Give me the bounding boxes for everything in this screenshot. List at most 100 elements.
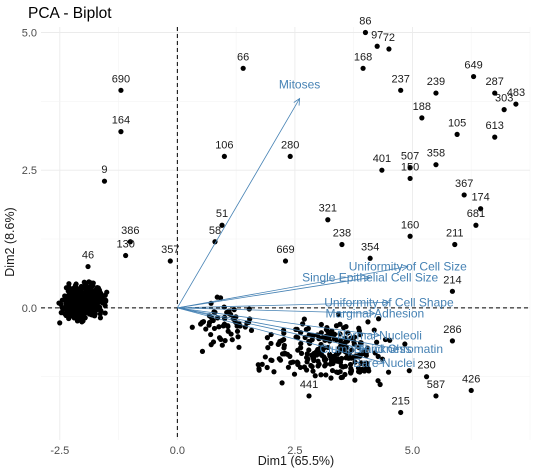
cloud-point — [265, 345, 271, 351]
observation-point — [167, 258, 173, 264]
cloud-point — [338, 374, 344, 381]
observation-label: 214 — [443, 274, 461, 286]
observation-label: 51 — [216, 208, 228, 220]
observation-point — [492, 90, 498, 96]
observation-label: 354 — [361, 241, 379, 253]
cloud-point — [222, 338, 228, 344]
cloud-point — [364, 365, 370, 371]
cloud-point — [337, 359, 343, 365]
observation-label: 46 — [82, 250, 94, 262]
observation-point — [379, 167, 385, 173]
variable-arrowhead — [400, 264, 409, 271]
variable-label: Bland Chromatin — [354, 342, 443, 356]
cloud-point — [255, 362, 261, 368]
variable-label: Uniformity of Cell Shape — [324, 295, 454, 309]
cloud-point — [102, 310, 108, 316]
observation-label: 321 — [319, 203, 337, 215]
cloud-point — [58, 301, 64, 307]
cloud-point — [78, 312, 85, 318]
cloud-point — [66, 315, 72, 322]
cloud-point — [352, 359, 358, 365]
observation-point — [398, 87, 404, 93]
cloud-point — [275, 341, 281, 348]
observation-label: 164 — [112, 115, 130, 127]
observation-point — [433, 90, 439, 96]
cloud-point — [385, 369, 392, 375]
observation-label: 72 — [383, 32, 395, 44]
observation-label: 188 — [413, 101, 431, 113]
cloud-point — [214, 294, 220, 300]
variable-arrow — [177, 98, 300, 309]
cloud-point — [79, 316, 85, 322]
cloud-point — [295, 335, 301, 341]
cloud-point — [236, 344, 242, 350]
variable-label: Clump Thickness — [320, 342, 412, 356]
variable-label: Marginal Adhesion — [325, 306, 424, 320]
observation-point — [470, 73, 477, 80]
cloud-point — [95, 294, 102, 300]
cloud-point — [82, 301, 88, 307]
variable-label: Normal Nucleoli — [337, 328, 422, 342]
variable-label: Single Epithelial Cell Size — [302, 271, 438, 285]
cloud-point — [402, 341, 408, 347]
cloud-point — [69, 292, 75, 298]
observation-label: 97 — [371, 29, 383, 41]
cloud-point — [88, 280, 94, 286]
variable-arrowhead — [382, 299, 390, 306]
cloud-point — [210, 317, 216, 324]
observation-label: 287 — [486, 76, 504, 88]
cloud-point — [208, 331, 214, 338]
cloud-point — [365, 319, 371, 325]
variable-label: Mitoses — [279, 78, 320, 92]
cloud-point — [328, 375, 334, 381]
cloud-point — [271, 369, 277, 375]
observation-point — [240, 65, 246, 71]
cloud-point — [95, 289, 101, 295]
cloud-point — [268, 340, 274, 347]
cloud-point — [210, 339, 217, 345]
cloud-point — [303, 367, 310, 373]
cloud-point — [374, 339, 380, 345]
observation-label: 239 — [427, 76, 445, 88]
variable-arrow — [177, 307, 385, 364]
cloud-point — [372, 350, 378, 356]
cloud-point — [301, 316, 307, 322]
chart-title: PCA - Biplot — [28, 5, 112, 22]
observation-label: 649 — [464, 60, 482, 72]
observation-point — [386, 46, 392, 52]
observation-point — [219, 222, 225, 228]
cloud-point — [228, 331, 234, 337]
observation-point — [423, 374, 430, 380]
cloud-point — [82, 294, 89, 300]
cloud-point — [279, 380, 285, 386]
cloud-point — [225, 323, 231, 330]
cloud-point — [318, 321, 324, 328]
cloud-point — [309, 337, 315, 343]
cloud-point — [337, 331, 343, 337]
observation-label: 280 — [281, 139, 299, 151]
cloud-point — [216, 324, 222, 330]
cloud-point — [228, 311, 234, 318]
cloud-point — [65, 293, 71, 299]
cloud-point — [323, 361, 329, 367]
observation-label: 507 — [401, 150, 419, 162]
y-axis-title: Dim2 (8.6%) — [3, 207, 17, 276]
cloud-point — [60, 306, 66, 312]
observation-label: 105 — [448, 117, 466, 129]
observation-label: 386 — [121, 225, 139, 237]
cloud-point — [102, 303, 108, 309]
observation-point — [101, 178, 108, 184]
cloud-point — [371, 327, 377, 333]
cloud-point — [103, 298, 109, 304]
observation-label: 690 — [112, 73, 130, 85]
cloud-point — [220, 323, 226, 329]
x-tick-label: 2.5 — [287, 445, 302, 457]
cloud-point — [206, 322, 212, 328]
cloud-point — [71, 315, 77, 321]
observation-point — [367, 255, 373, 261]
x-tick-label: 5.0 — [405, 445, 420, 457]
x-tick-label: 0.0 — [170, 445, 185, 457]
cloud-point — [348, 335, 354, 341]
cloud-point — [66, 281, 72, 287]
